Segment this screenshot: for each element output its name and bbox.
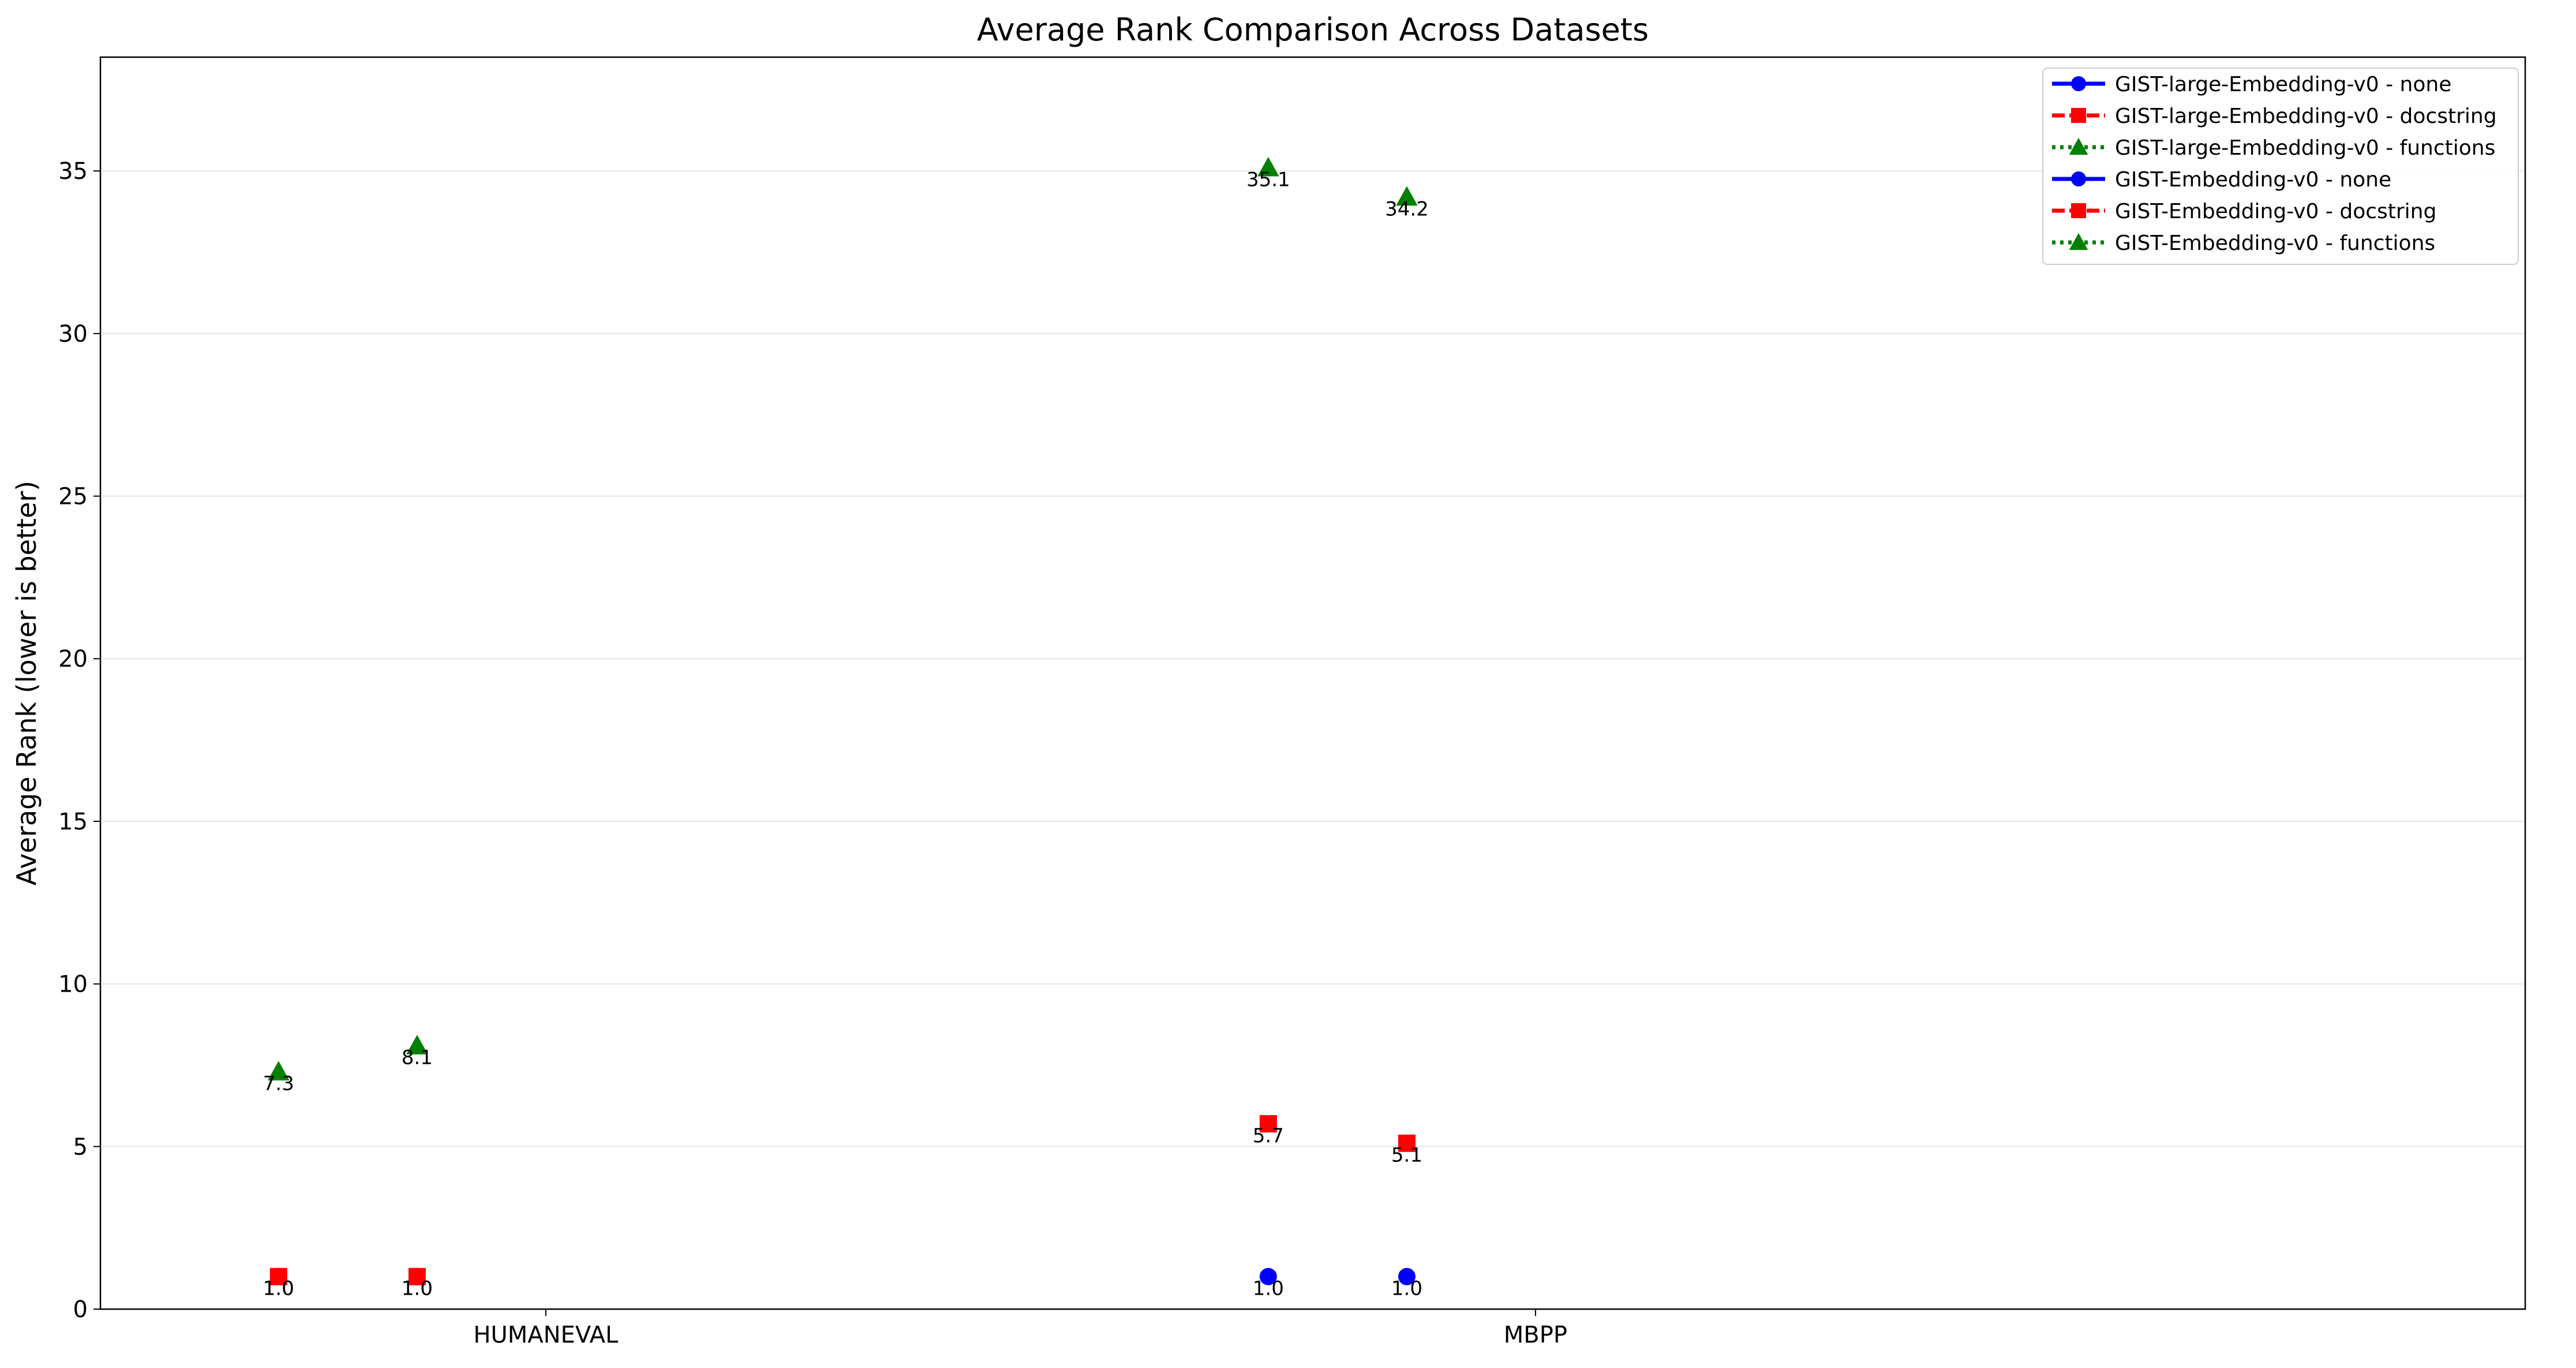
y-tick-label: 20 — [58, 646, 88, 672]
data-point-square — [408, 1268, 426, 1285]
legend: GIST-large-Embedding-v0 - none GIST-large… — [2042, 68, 2519, 265]
data-label: 1.0 — [1253, 1277, 1284, 1300]
legend-marker — [2071, 108, 2086, 123]
data-label: 1.0 — [1391, 1277, 1422, 1300]
x-tick-label: HUMANEVAL — [473, 1322, 619, 1348]
legend-marker — [2069, 137, 2088, 155]
y-tick-label: 35 — [58, 158, 88, 185]
data-labels: 1.0 1.01.05.77.335.11.0 1.01.05.18.134.2 — [263, 169, 1429, 1300]
y-tick-label: 30 — [58, 321, 88, 347]
axes — [99, 56, 2526, 1310]
y-ticks: 0 5 10 15 20 25 30 35 — [58, 158, 100, 1323]
legend-entry-label: GIST-large-Embedding-v0 - docstring — [2115, 104, 2497, 128]
data-point-square — [269, 1268, 287, 1285]
data-point-triangle — [1257, 156, 1279, 177]
data-point-triangle — [1396, 186, 1418, 206]
y-tick-label: 5 — [73, 1134, 88, 1160]
data-point-square — [1398, 1134, 1416, 1152]
y-tick-label: 10 — [58, 971, 88, 998]
data-point-square — [1259, 1115, 1277, 1132]
x-tick-label: MBPP — [1504, 1322, 1567, 1348]
data-label: 1.0 — [263, 1277, 294, 1300]
x-ticks: HUMANEVAL MBPP — [473, 1309, 1567, 1348]
data-point-triangle — [267, 1060, 290, 1081]
data-label: 35.1 — [1246, 169, 1290, 192]
legend-marker — [2069, 233, 2088, 250]
data-label: 1.0 — [263, 1277, 294, 1300]
legend-marker — [2071, 203, 2086, 218]
data-markers — [267, 156, 1418, 1285]
y-tick-label: 15 — [58, 809, 88, 835]
chart-title: Average Rank Comparison Across Datasets — [977, 12, 1649, 48]
y-tick-label: 0 — [73, 1296, 88, 1323]
legend-marker — [2071, 76, 2086, 91]
data-point-circle — [1398, 1268, 1416, 1285]
data-label: 7.3 — [263, 1072, 294, 1096]
legend-entry-label: GIST-Embedding-v0 - none — [2115, 168, 2391, 192]
data-label: 1.0 — [402, 1277, 433, 1300]
legend-marker — [2071, 171, 2086, 186]
data-point-circle — [1259, 1268, 1277, 1285]
legend-entry-label: GIST-large-Embedding-v0 - functions — [2115, 136, 2495, 160]
legend-entry-label: GIST-Embedding-v0 - functions — [2115, 231, 2435, 255]
legend-entry-label: GIST-large-Embedding-v0 - none — [2115, 73, 2451, 96]
data-label: 8.1 — [402, 1046, 433, 1070]
data-label: 34.2 — [1385, 197, 1429, 220]
legend-entry-label: GIST-Embedding-v0 - docstring — [2115, 200, 2436, 223]
data-point-triangle — [406, 1034, 428, 1055]
y-tick-label: 25 — [58, 484, 88, 510]
data-label: 5.7 — [1253, 1124, 1284, 1148]
y-axis-label: Average Rank (lower is better) — [11, 481, 42, 886]
plot-frame — [99, 56, 2526, 1310]
grid-lines — [100, 170, 2525, 1310]
data-label: 5.1 — [1391, 1144, 1422, 1167]
legend-box — [2042, 68, 2519, 265]
data-label: 1.0 — [402, 1277, 433, 1300]
